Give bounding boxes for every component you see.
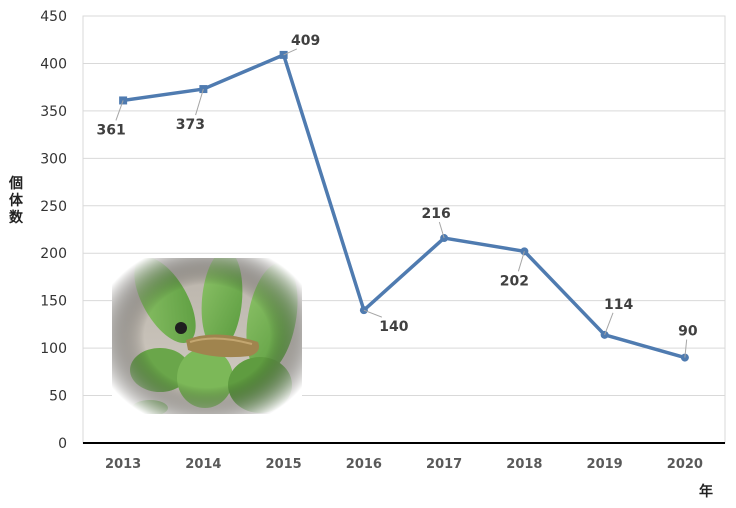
caterpillar-photo [112, 258, 302, 414]
x-tick-label: 2016 [346, 457, 382, 472]
y-tick-label: 250 [40, 199, 67, 215]
data-label-leader [684, 339, 688, 358]
data-label: 90 [678, 324, 698, 340]
y-axis-title: 個体数 [8, 175, 24, 226]
x-axis-title: 年 [699, 483, 713, 500]
x-tick-label: 2014 [185, 457, 221, 472]
data-label: 409 [291, 33, 320, 49]
x-tick-label: 2018 [506, 457, 542, 472]
series-line [122, 53, 686, 360]
y-tick-label: 400 [40, 56, 67, 72]
data-label-leader [195, 88, 204, 116]
y-tick-label: 300 [40, 151, 67, 167]
y-tick-label: 100 [40, 341, 67, 357]
y-tick-label: 200 [40, 246, 67, 262]
series-polyline [122, 53, 686, 360]
y-tick-label: 450 [40, 9, 67, 25]
x-tick-label: 2015 [266, 457, 302, 472]
data-label-leader [283, 48, 298, 56]
data-label-leader [517, 251, 525, 272]
data-label-leader [363, 309, 383, 318]
y-tick-label: 50 [49, 389, 67, 405]
x-tick-label: 2013 [105, 457, 141, 472]
data-label: 202 [500, 273, 529, 289]
data-label-leader [115, 100, 124, 121]
data-label: 140 [379, 319, 408, 335]
x-tick-labels: 2013 2014 2015 2016 2017 2018 2019 2020 [105, 457, 703, 472]
data-labels: 361 373 409 140 216 202 114 90 [97, 33, 698, 358]
x-tick-label: 2017 [426, 457, 462, 472]
y-tick-labels: 0 50 100 150 200 250 300 350 400 450 [40, 9, 67, 452]
x-tick-label: 2019 [587, 457, 623, 472]
x-tick-label: 2020 [667, 457, 703, 472]
y-tick-label: 150 [40, 294, 67, 310]
data-label: 361 [97, 122, 126, 138]
y-tick-label: 350 [40, 104, 67, 120]
data-label: 373 [176, 117, 205, 133]
data-label-leader [604, 312, 614, 336]
data-label: 114 [604, 297, 633, 313]
data-label: 216 [422, 206, 451, 222]
data-label-leader [438, 221, 445, 239]
y-tick-label: 0 [58, 436, 67, 452]
